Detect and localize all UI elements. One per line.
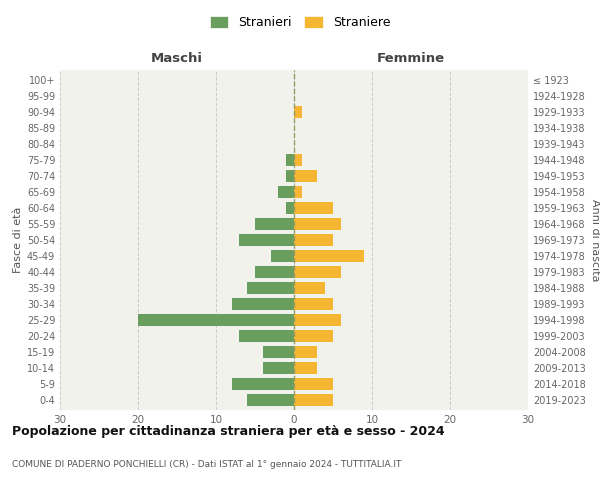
Bar — [294, 394, 333, 406]
Bar — [286, 202, 294, 214]
Bar — [294, 154, 302, 166]
Bar — [294, 218, 341, 230]
Text: Femmine: Femmine — [377, 52, 445, 65]
Bar — [247, 282, 294, 294]
Bar — [255, 266, 294, 278]
Bar — [294, 314, 341, 326]
Bar — [286, 154, 294, 166]
Bar — [294, 106, 302, 118]
Bar — [294, 378, 333, 390]
Bar — [255, 218, 294, 230]
Bar — [294, 362, 317, 374]
Bar — [286, 170, 294, 182]
Bar — [294, 170, 317, 182]
Legend: Stranieri, Straniere: Stranieri, Straniere — [205, 11, 395, 34]
Bar — [239, 330, 294, 342]
Text: Maschi: Maschi — [151, 52, 203, 65]
Bar — [294, 202, 333, 214]
Y-axis label: Fasce di età: Fasce di età — [13, 207, 23, 273]
Bar — [232, 298, 294, 310]
Bar — [263, 362, 294, 374]
Bar — [294, 234, 333, 246]
Bar — [294, 266, 341, 278]
Text: COMUNE DI PADERNO PONCHIELLI (CR) - Dati ISTAT al 1° gennaio 2024 - TUTTITALIA.I: COMUNE DI PADERNO PONCHIELLI (CR) - Dati… — [12, 460, 401, 469]
Bar — [138, 314, 294, 326]
Bar — [294, 186, 302, 198]
Bar — [278, 186, 294, 198]
Bar — [271, 250, 294, 262]
Text: Popolazione per cittadinanza straniera per età e sesso - 2024: Popolazione per cittadinanza straniera p… — [12, 425, 445, 438]
Bar — [294, 282, 325, 294]
Bar — [294, 330, 333, 342]
Bar — [263, 346, 294, 358]
Bar — [294, 346, 317, 358]
Y-axis label: Anni di nascita: Anni di nascita — [590, 198, 599, 281]
Bar — [294, 250, 364, 262]
Bar — [232, 378, 294, 390]
Bar — [247, 394, 294, 406]
Bar — [294, 298, 333, 310]
Bar — [239, 234, 294, 246]
